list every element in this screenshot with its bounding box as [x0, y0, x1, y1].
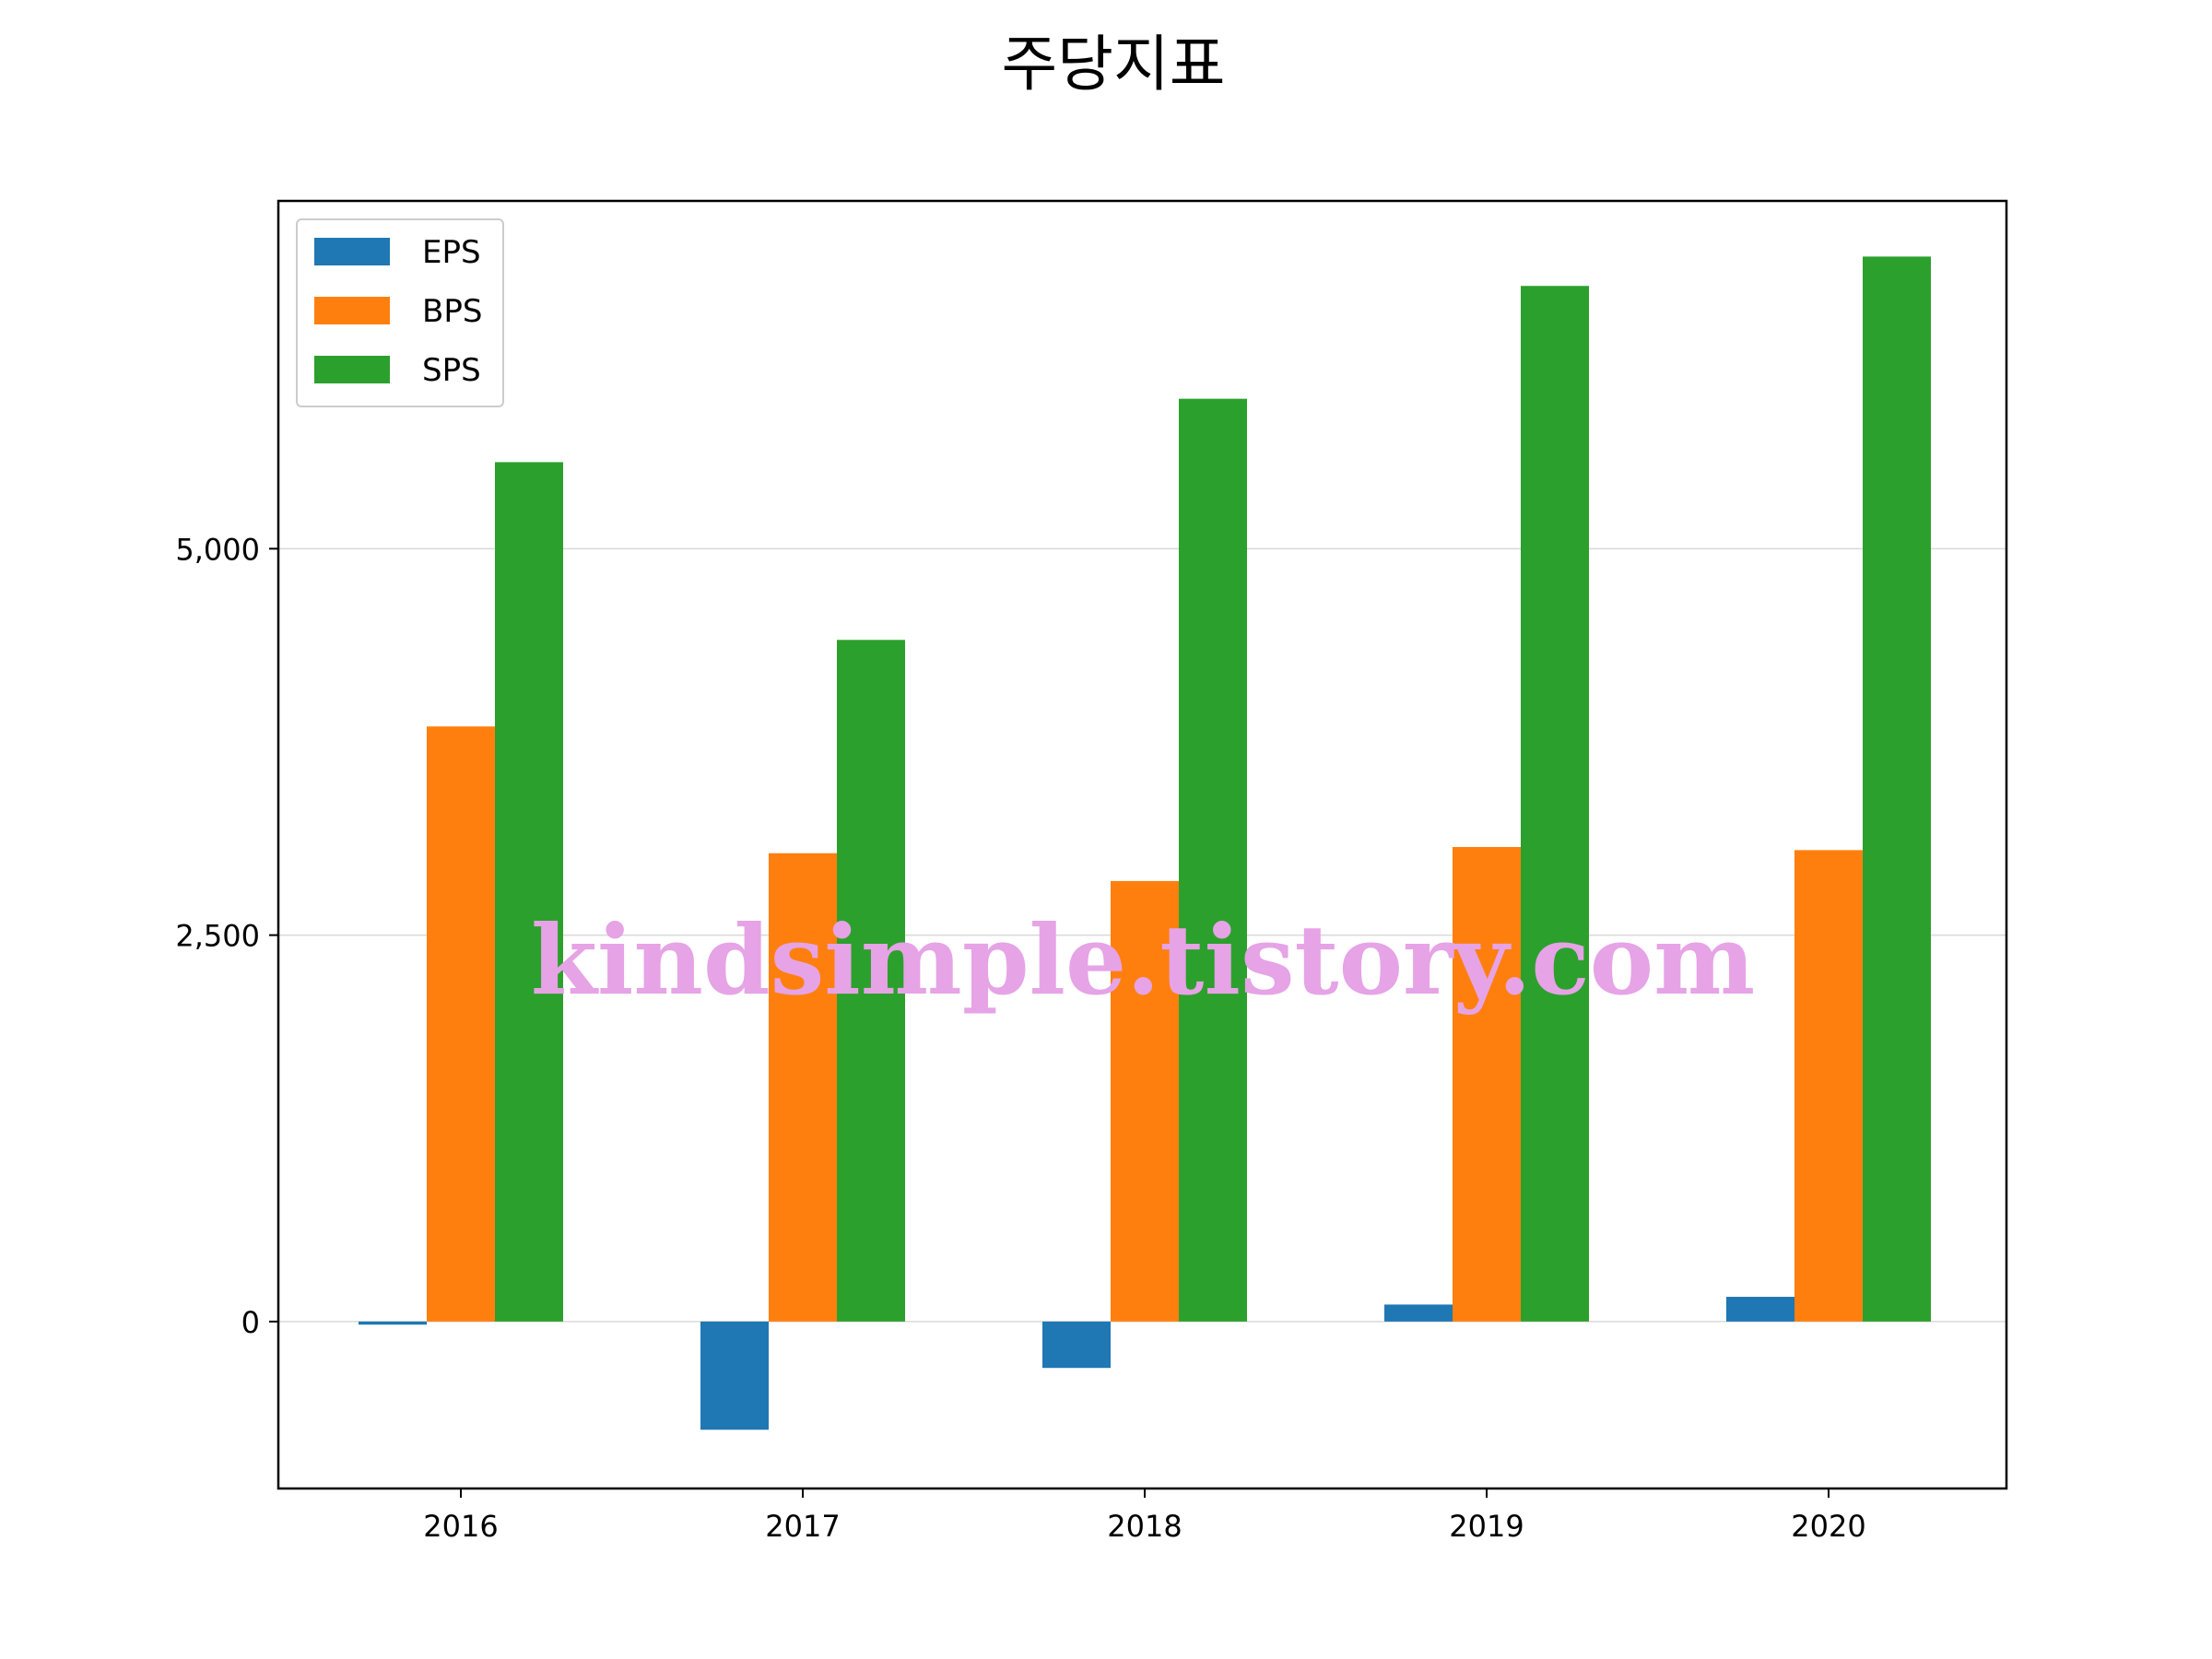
bar-bps-2020	[1794, 850, 1863, 1322]
bar-eps-2017	[700, 1321, 769, 1430]
bar-eps-2018	[1042, 1321, 1111, 1369]
legend-swatch-bps	[314, 297, 390, 324]
legend-swatch-sps	[314, 356, 390, 383]
plot-area	[276, 199, 2008, 1490]
bar-sps-2020	[1863, 256, 1931, 1322]
chart-title: 주당지표	[1002, 29, 1226, 100]
bars	[359, 256, 1931, 1430]
plot-frame	[276, 199, 2008, 1490]
y-axis: 0 2,500 5,000	[175, 532, 278, 1340]
bar-eps-2019	[1384, 1304, 1453, 1322]
legend-label-bps: BPS	[422, 293, 482, 330]
watermark: kindsimple.tistory.com	[531, 903, 1755, 1017]
bar-sps-2018	[1179, 398, 1247, 1322]
bar-eps-2020	[1726, 1297, 1794, 1322]
x-tick-label: 2018	[1107, 1509, 1182, 1544]
bar-bps-2016	[427, 726, 495, 1322]
y-tick-label: 5,000	[175, 532, 260, 567]
x-tick-label: 2019	[1449, 1509, 1524, 1544]
bar-bps-2018	[1111, 880, 1179, 1322]
legend-label-eps: EPS	[422, 234, 481, 271]
y-tick-label: 0	[241, 1305, 260, 1340]
legend: EPS BPS SPS	[296, 218, 504, 407]
bar-sps-2019	[1521, 286, 1589, 1322]
bar-eps-2016	[359, 1321, 427, 1325]
x-tick-label: 2020	[1791, 1509, 1865, 1544]
legend-label-sps: SPS	[422, 352, 481, 389]
x-tick-label: 2016	[423, 1509, 498, 1544]
bar-sps-2016	[495, 462, 563, 1322]
bar-sps-2017	[837, 640, 905, 1322]
y-tick-label: 2,500	[175, 919, 260, 954]
bar-bps-2019	[1453, 847, 1521, 1322]
x-tick-label: 2017	[765, 1509, 840, 1544]
bar-bps-2017	[769, 853, 837, 1322]
legend-swatch-eps	[314, 238, 390, 265]
x-axis: 2016 2017 2018 2019 2020	[423, 1488, 1866, 1544]
